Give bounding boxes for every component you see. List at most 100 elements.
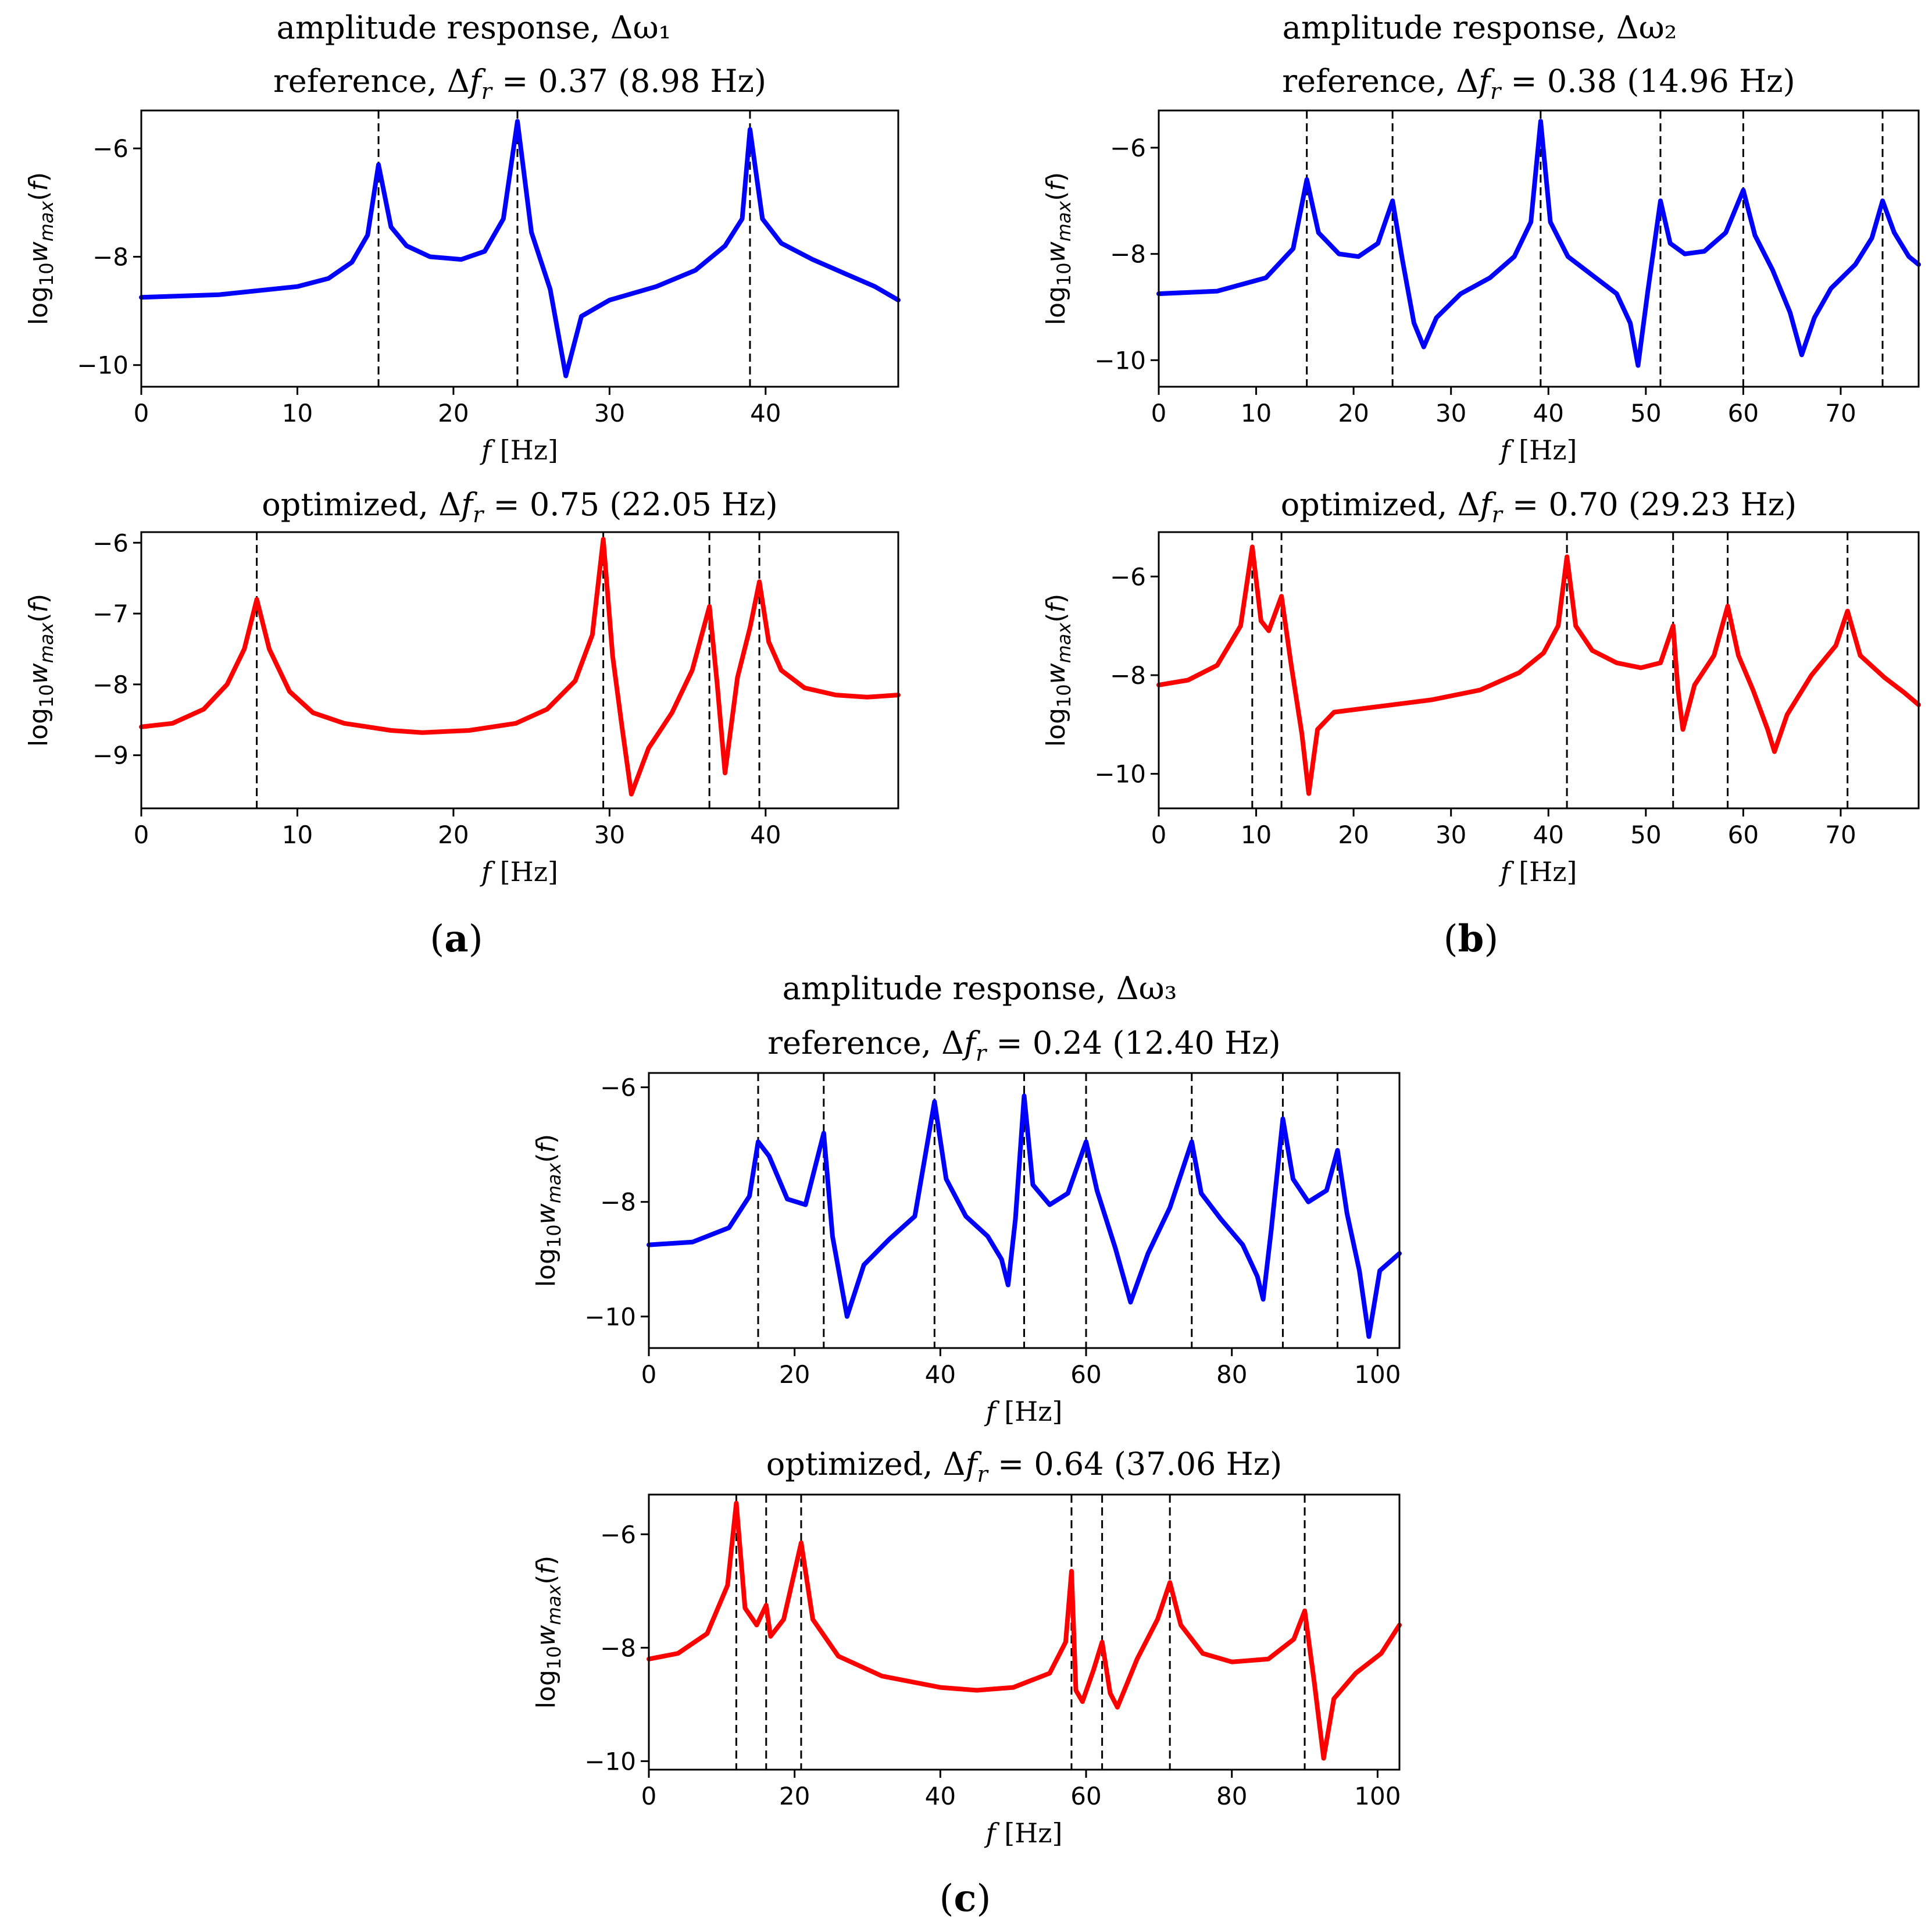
panel-title: optimized, Δfr = 0.75 (22.05 Hz)	[262, 486, 777, 527]
x-tick-label: 60	[1728, 399, 1759, 427]
x-axis-label: f [Hz]	[480, 434, 558, 466]
x-tick-label: 30	[594, 399, 625, 427]
x-tick-label: 40	[925, 1782, 956, 1810]
x-tick-label: 70	[1825, 399, 1856, 427]
x-tick-label: 60	[1070, 1782, 1101, 1810]
plot-frame	[1158, 531, 1920, 810]
panel-c-reference: reference, Δfr = 0.24 (12.40 Hz) 0 20 40 60 8…	[531, 1025, 1402, 1427]
x-tick-label: 20	[438, 399, 469, 427]
plot-frame	[140, 109, 899, 388]
group-title-a: amplitude response, Δω₁	[277, 9, 672, 46]
y-tick-label: −6	[600, 1520, 636, 1549]
subfigure-label-c: (c)	[940, 1877, 991, 1920]
x-tick-label: 0	[134, 821, 149, 849]
x-tick-label: 30	[1435, 821, 1466, 849]
panel-a-reference: reference, Δfr = 0.37 (8.98 Hz) 0 10 20 30 40…	[24, 63, 901, 466]
panel-title: reference, Δfr = 0.38 (14.96 Hz)	[1282, 63, 1795, 104]
panel-b-reference: reference, Δfr = 0.38 (14.96 Hz) 0 10 20 30 4…	[1041, 63, 1921, 466]
x-tick-label: 70	[1825, 821, 1856, 849]
x-tick-label: 80	[1216, 1782, 1247, 1810]
x-tick-label: 10	[1241, 821, 1272, 849]
y-tick-label: −6	[1110, 562, 1146, 591]
x-tick-label: 30	[1435, 399, 1466, 427]
x-tick-label: 0	[1151, 399, 1167, 427]
x-tick-label: 0	[134, 399, 149, 427]
y-tick-label: −8	[600, 1634, 636, 1662]
x-tick-label: 60	[1070, 1360, 1101, 1389]
response-curve	[647, 1093, 1402, 1339]
x-tick-label: 40	[1533, 821, 1564, 849]
x-tick-label: 10	[1241, 399, 1272, 427]
response-curve	[139, 119, 901, 379]
y-axis-label: log10wmax(f)	[24, 172, 58, 325]
x-tick-label: 50	[1630, 399, 1661, 427]
response-curve	[1156, 544, 1921, 796]
x-tick-label: 10	[282, 399, 313, 427]
x-axis-label: f [Hz]	[1499, 856, 1577, 887]
group-title-b: amplitude response, Δω₂	[1283, 9, 1677, 46]
x-tick-label: 40	[750, 821, 781, 849]
y-tick-label: −8	[600, 1188, 636, 1217]
x-tick-label: 0	[641, 1782, 657, 1810]
x-axis-label: f [Hz]	[480, 856, 558, 887]
y-axis-label: log10wmax(f)	[531, 1556, 565, 1709]
response-curve	[647, 1500, 1402, 1761]
y-tick-label: −10	[77, 351, 128, 380]
y-tick-label: −8	[1110, 661, 1146, 690]
y-tick-label: −8	[92, 671, 128, 699]
subfigure-label-a: (a)	[430, 917, 483, 961]
y-tick-label: −10	[584, 1303, 636, 1331]
x-tick-label: 40	[925, 1360, 956, 1389]
x-tick-label: 20	[438, 821, 469, 849]
response-curve	[1156, 119, 1921, 368]
x-axis-label: f [Hz]	[1499, 434, 1577, 466]
x-tick-label: 60	[1728, 821, 1759, 849]
y-tick-label: −10	[1094, 346, 1146, 375]
panel-title: optimized, Δfr = 0.64 (37.06 Hz)	[766, 1446, 1282, 1487]
panel-c-optimized: optimized, Δfr = 0.64 (37.06 Hz) 0 20 40 60 8…	[531, 1446, 1402, 1849]
y-tick-label: −7	[92, 600, 128, 628]
y-axis-label: log10wmax(f)	[1041, 172, 1075, 325]
x-tick-label: 100	[1354, 1782, 1401, 1810]
y-tick-label: −10	[584, 1747, 636, 1775]
panel-title: reference, Δfr = 0.37 (8.98 Hz)	[273, 63, 766, 104]
y-tick-label: −9	[92, 741, 128, 770]
plot-frame	[648, 1493, 1401, 1771]
panel-title: reference, Δfr = 0.24 (12.40 Hz)	[767, 1025, 1280, 1066]
x-tick-label: 80	[1216, 1360, 1247, 1389]
x-tick-label: 40	[750, 399, 781, 427]
panel-b-optimized: optimized, Δfr = 0.70 (29.23 Hz) 0 10 20 30 4…	[1041, 486, 1921, 887]
x-tick-label: 20	[779, 1782, 810, 1810]
y-tick-label: −6	[92, 134, 128, 163]
x-tick-label: 10	[282, 821, 313, 849]
x-tick-label: 0	[641, 1360, 657, 1389]
plot-frame	[648, 1072, 1401, 1349]
group-title-c: amplitude response, Δω₃	[783, 970, 1177, 1007]
x-tick-label: 0	[1151, 821, 1167, 849]
plot-frame	[1158, 109, 1920, 388]
x-tick-label: 100	[1354, 1360, 1401, 1389]
y-tick-label: −6	[92, 529, 128, 557]
x-tick-label: 20	[1338, 821, 1369, 849]
y-tick-label: −10	[1094, 760, 1146, 789]
response-curve	[139, 537, 901, 797]
y-axis-label: log10wmax(f)	[24, 594, 58, 747]
y-tick-label: −8	[92, 243, 128, 271]
x-tick-label: 20	[1338, 399, 1369, 427]
y-tick-label: −8	[1110, 240, 1146, 269]
y-tick-label: −6	[1110, 134, 1146, 162]
x-tick-label: 20	[779, 1360, 810, 1389]
panel-title: optimized, Δfr = 0.70 (29.23 Hz)	[1281, 486, 1797, 527]
x-tick-label: 40	[1533, 399, 1564, 427]
x-axis-label: f [Hz]	[984, 1817, 1063, 1849]
x-tick-label: 30	[594, 821, 625, 849]
y-axis-label: log10wmax(f)	[531, 1134, 565, 1287]
x-tick-label: 50	[1630, 821, 1661, 849]
panel-a-optimized: optimized, Δfr = 0.75 (22.05 Hz) 0 10 20 30 4…	[24, 486, 901, 887]
subfigure-label-b: (b)	[1444, 917, 1499, 961]
y-axis-label: log10wmax(f)	[1041, 594, 1075, 747]
y-tick-label: −6	[600, 1074, 636, 1102]
plot-frame	[140, 531, 899, 810]
x-axis-label: f [Hz]	[984, 1396, 1063, 1427]
